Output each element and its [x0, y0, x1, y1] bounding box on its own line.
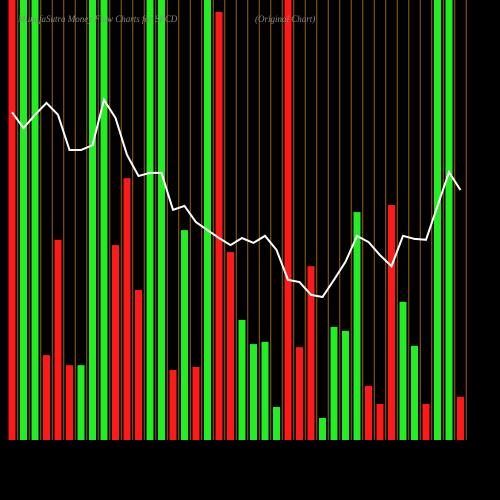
bar	[342, 330, 349, 440]
bar	[284, 0, 292, 440]
bar	[135, 289, 142, 440]
bar	[307, 266, 315, 440]
bar	[227, 252, 234, 440]
chart-title: MunafaSutra Money Flow Charts for SPCD	[17, 14, 178, 24]
bar	[434, 0, 441, 440]
bar	[204, 0, 211, 440]
bar	[54, 239, 62, 440]
bar	[457, 396, 464, 440]
price-line	[11, 97, 462, 299]
bar	[250, 344, 257, 440]
bar	[89, 0, 96, 440]
bar	[399, 301, 407, 440]
bar	[365, 385, 372, 440]
bar	[445, 0, 453, 440]
bar	[273, 407, 280, 440]
bar	[376, 403, 384, 440]
bar	[31, 0, 39, 440]
bar	[319, 418, 326, 440]
bar	[66, 365, 73, 440]
bar	[77, 365, 85, 440]
chart-subtitle: (Original Chart)	[255, 14, 315, 24]
bar	[169, 370, 177, 440]
bar	[8, 0, 16, 440]
bar	[100, 0, 108, 440]
bar	[388, 205, 395, 440]
price-line	[11, 97, 462, 299]
bar	[192, 366, 200, 440]
bar	[411, 345, 418, 440]
vertical-lines	[17, 0, 467, 440]
bar	[330, 326, 338, 440]
bar	[112, 245, 119, 440]
bar	[43, 355, 50, 440]
bar	[158, 0, 165, 440]
bar	[261, 341, 269, 440]
bar	[181, 230, 188, 440]
bar	[20, 0, 27, 440]
bar	[215, 11, 223, 440]
bar	[146, 0, 154, 440]
bar	[296, 347, 303, 440]
bar	[238, 319, 246, 440]
bar	[353, 212, 361, 440]
bar	[123, 178, 131, 440]
bars	[8, 0, 464, 440]
bar	[422, 403, 430, 440]
